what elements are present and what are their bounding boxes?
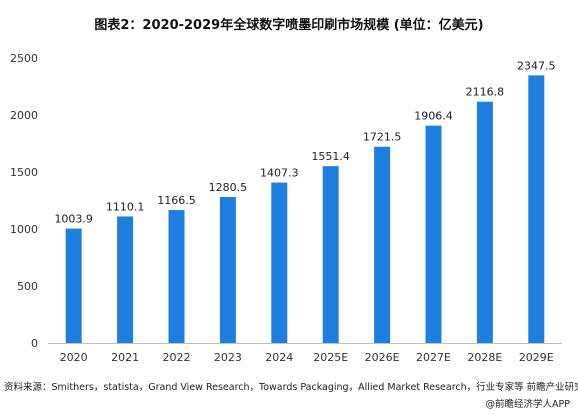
y-tick-label: 2500 (10, 52, 38, 65)
bar (168, 210, 185, 343)
data-label: 1906.4 (414, 110, 453, 123)
x-tick-label: 2020 (60, 351, 88, 364)
x-tick-label: 2022 (163, 351, 191, 364)
data-label: 1110.1 (106, 200, 145, 213)
bar (65, 228, 82, 343)
bar (528, 75, 545, 343)
data-label: 1166.5 (157, 194, 196, 207)
credit-label: @前瞻经济学人APP (485, 399, 570, 410)
x-tick-label: 2023 (214, 351, 242, 364)
bar (374, 146, 391, 343)
data-label: 1003.9 (54, 213, 93, 226)
x-tick-label: 2021 (111, 351, 139, 364)
bar (425, 125, 442, 343)
x-tick-label: 2028E (467, 351, 502, 364)
source-note: 资料来源：Smithers，statista，Grand View Resear… (4, 382, 578, 393)
x-tick-label: 2024 (265, 351, 293, 364)
x-tick-label: 2027E (416, 351, 451, 364)
data-label: 1407.3 (260, 167, 299, 180)
bar (117, 216, 134, 343)
data-label: 1551.4 (311, 150, 350, 163)
data-label: 2347.5 (517, 59, 556, 72)
y-tick-label: 1000 (10, 223, 38, 236)
y-tick-label: 2000 (10, 109, 38, 122)
y-tick-label: 0 (31, 337, 38, 350)
x-tick-label: 2029E (519, 351, 554, 364)
bar (322, 166, 339, 343)
data-label: 2116.8 (466, 86, 505, 99)
data-label: 1280.5 (209, 181, 248, 194)
y-tick-label: 500 (17, 280, 38, 293)
x-tick-label: 2026E (365, 351, 400, 364)
bar (476, 101, 493, 343)
data-label: 1721.5 (363, 131, 402, 144)
chart-title: 图表2：2020-2029年全球数字喷墨印刷市场规模 (单位：亿美元) (94, 18, 484, 33)
bar (219, 197, 236, 343)
y-tick-label: 1500 (10, 166, 38, 179)
x-tick-label: 2025E (313, 351, 348, 364)
bar (271, 182, 288, 343)
